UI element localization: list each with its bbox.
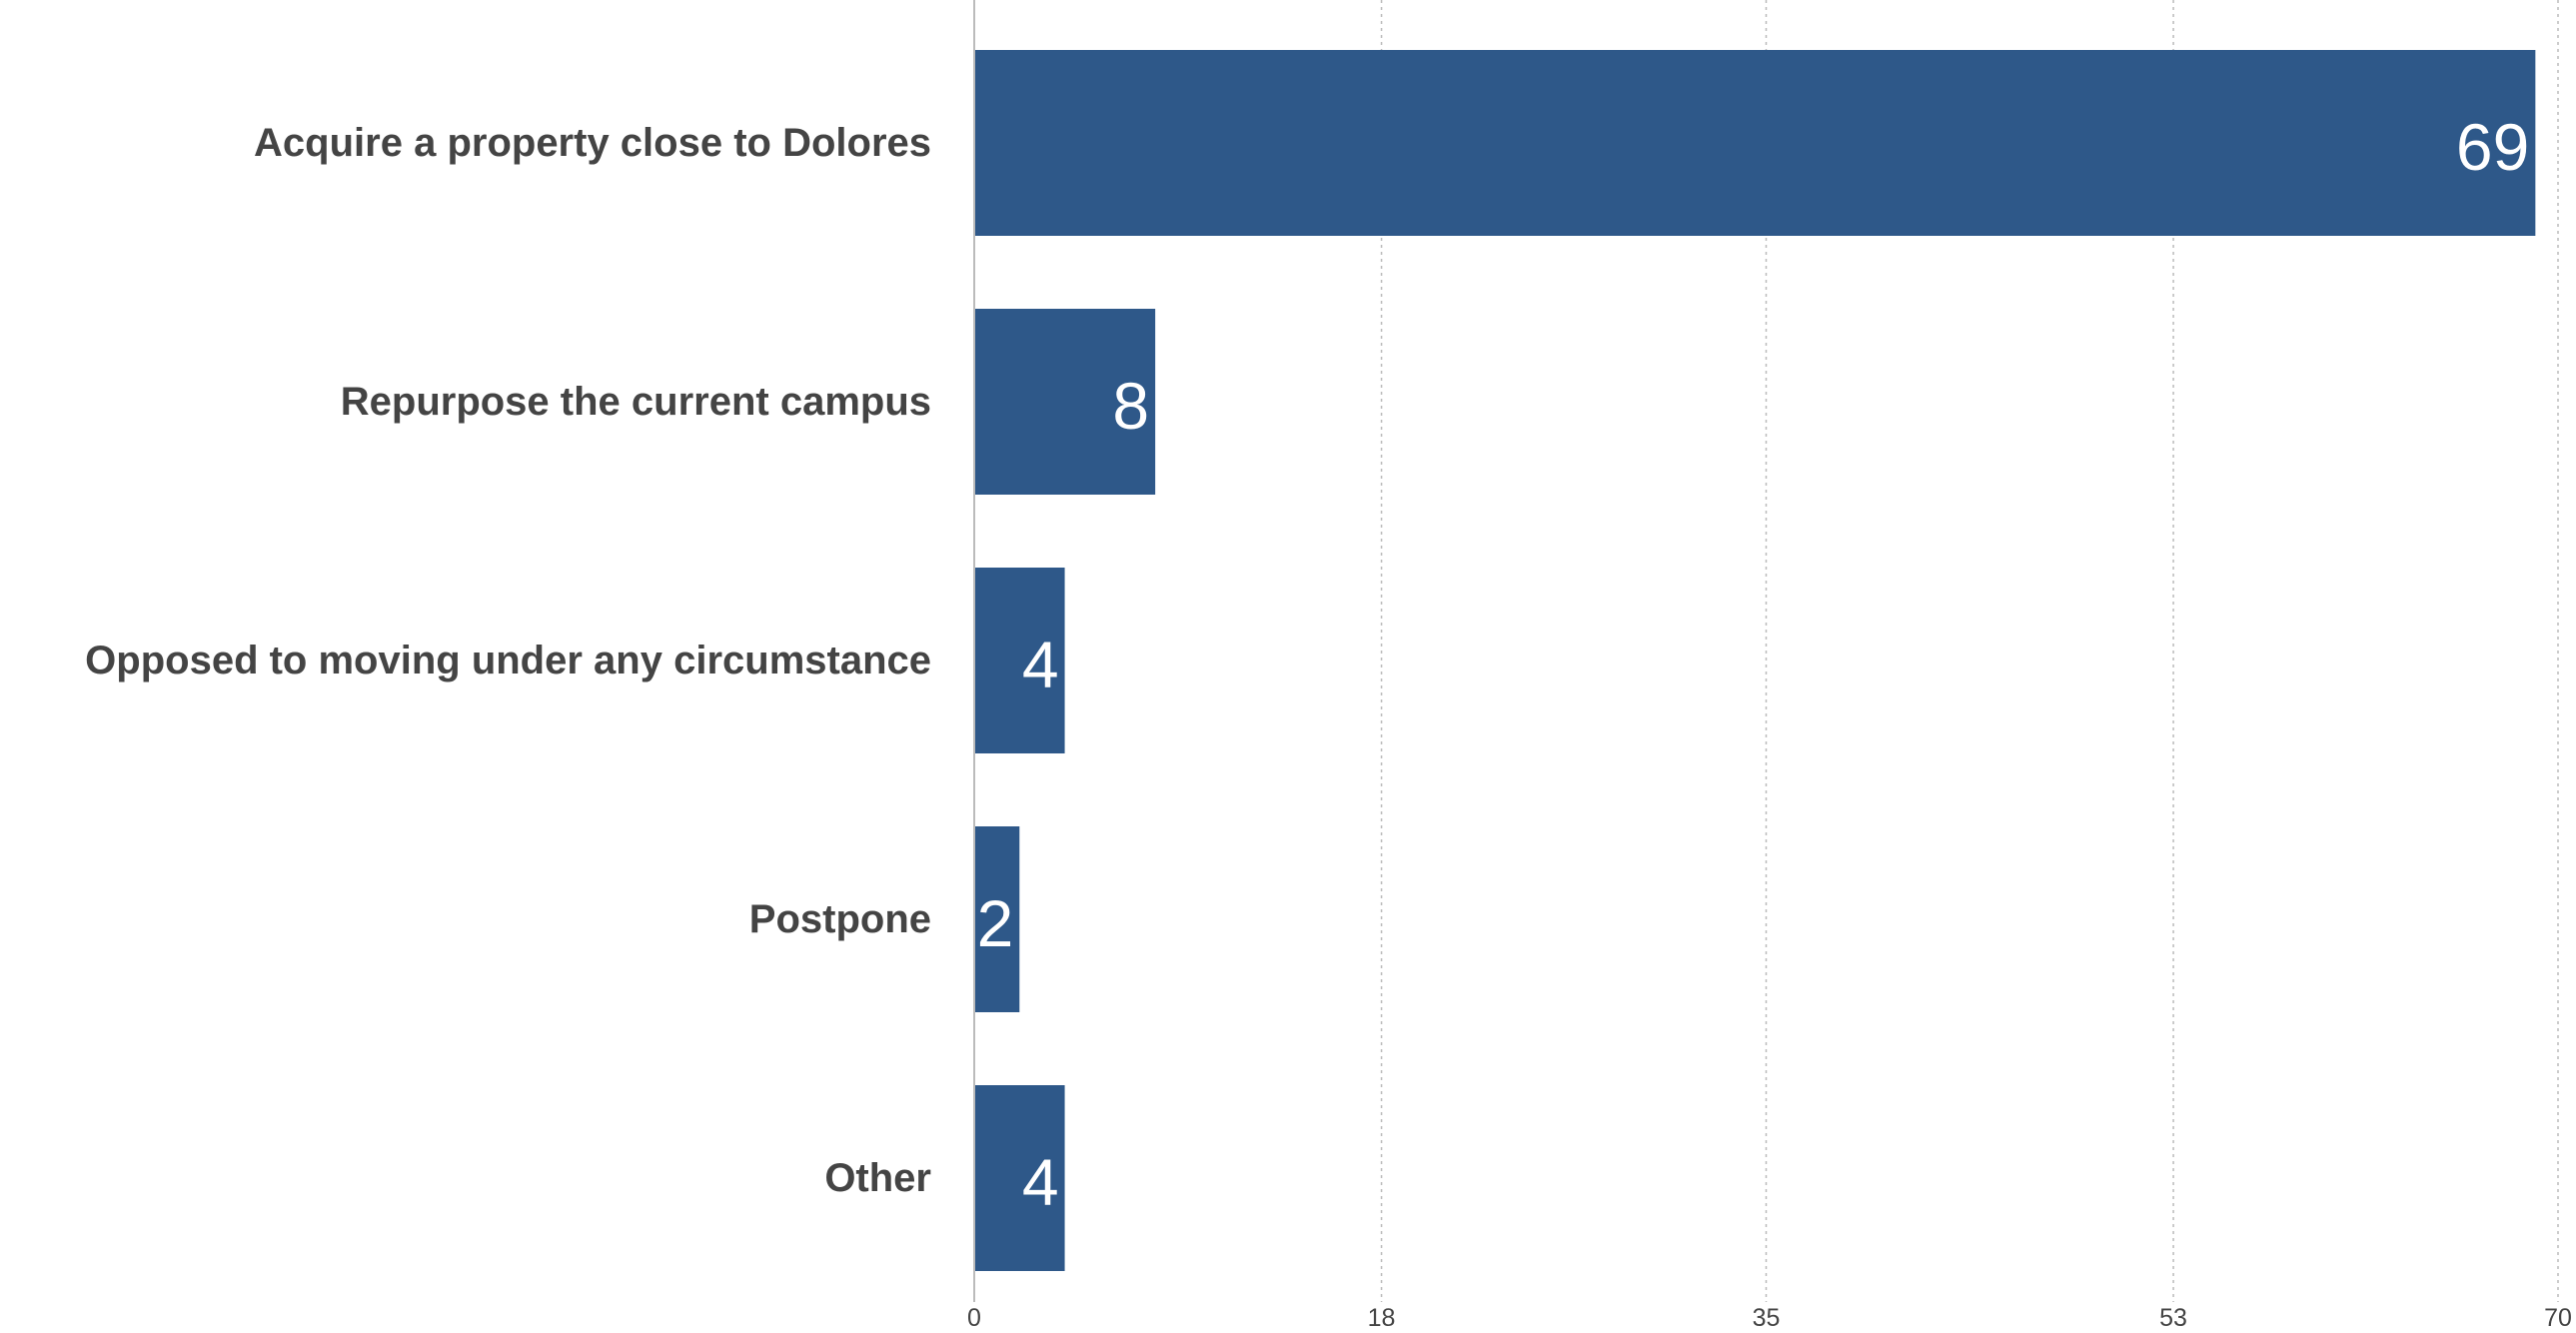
bar xyxy=(975,568,1065,753)
category-label: Acquire a property close to Dolores xyxy=(254,121,931,165)
x-tick-label: 18 xyxy=(1368,1304,1396,1332)
category-labels: Acquire a property close to Dolores Repur… xyxy=(85,121,931,1200)
bar xyxy=(975,826,1020,1012)
value-label: 4 xyxy=(1022,1145,1059,1219)
bar xyxy=(975,309,1156,495)
bars xyxy=(975,50,2536,1271)
x-axis-tick-labels: 0 18 35 53 70 xyxy=(967,1304,2572,1332)
x-tick-label: 70 xyxy=(2544,1304,2572,1332)
value-label: 2 xyxy=(977,886,1014,960)
category-label: Postpone xyxy=(749,897,931,941)
x-tick-label: 53 xyxy=(2159,1304,2187,1332)
value-label: 4 xyxy=(1022,628,1059,701)
x-tick-label: 35 xyxy=(1753,1304,1781,1332)
value-label: 8 xyxy=(1112,369,1149,443)
x-tick-label: 0 xyxy=(967,1304,981,1332)
category-label: Other xyxy=(824,1156,931,1200)
category-label: Opposed to moving under any circumstance xyxy=(85,639,931,682)
category-label: Repurpose the current campus xyxy=(341,380,931,424)
bar xyxy=(975,50,2536,236)
bar xyxy=(975,1085,1065,1271)
value-label: 69 xyxy=(2456,110,2529,184)
value-labels: 69 8 4 2 4 xyxy=(977,110,2530,1219)
